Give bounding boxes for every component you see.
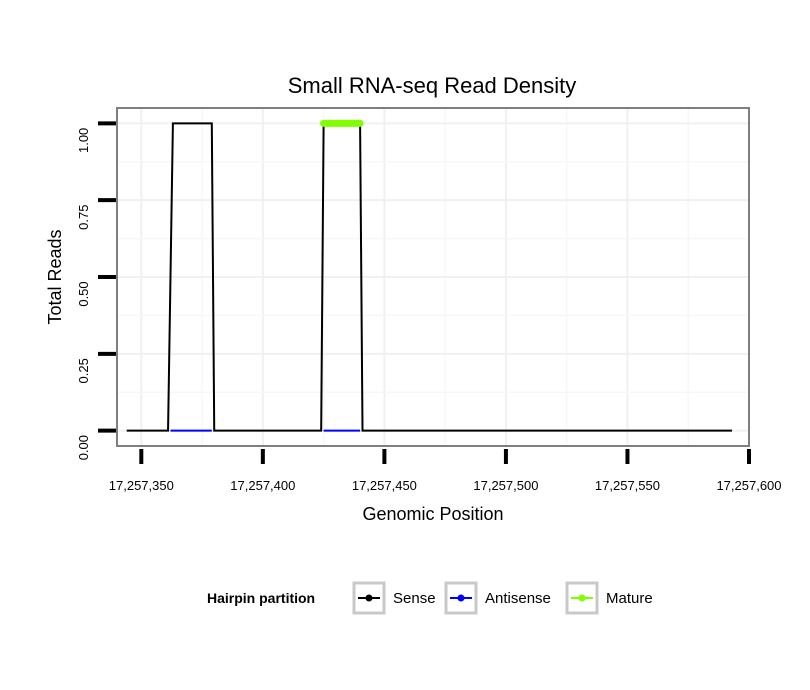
x-tick-label: 17,257,600	[716, 478, 781, 493]
legend: Hairpin partition Sense Antisense Mature	[207, 581, 653, 615]
y-axis: 0.00 0.25 0.50 0.75 1.00	[76, 121, 116, 460]
y-tick-label: 0.25	[76, 358, 91, 383]
legend-entry-sense: Sense	[352, 581, 436, 615]
series-lines	[126, 119, 732, 432]
legend-key-point	[578, 594, 586, 602]
x-axis-title: Genomic Position	[362, 504, 503, 524]
legend-entry-mature: Mature	[565, 581, 653, 615]
legend-title: Hairpin partition	[207, 590, 315, 606]
x-axis: 17,257,350 17,257,400 17,257,450 17,257,500…	[109, 449, 782, 493]
panel-border	[116, 107, 750, 447]
legend-entry-antisense: Antisense	[444, 581, 551, 615]
legend-key-point	[365, 594, 373, 602]
series-line-sense	[126, 122, 732, 432]
x-tick-label: 17,257,450	[352, 478, 417, 493]
y-tick-label: 0.50	[76, 281, 91, 306]
x-tick-label: 17,257,350	[109, 478, 174, 493]
y-axis-title: Total Reads	[45, 229, 65, 324]
y-tick-label: 0.75	[76, 205, 91, 230]
x-tick-label: 17,257,400	[230, 478, 295, 493]
y-tick-label: 1.00	[76, 128, 91, 153]
legend-label: Antisense	[485, 590, 551, 607]
legend-label: Mature	[606, 590, 653, 607]
x-tick-label: 17,257,550	[595, 478, 660, 493]
x-tick-label: 17,257,500	[473, 478, 538, 493]
legend-key-point	[457, 594, 465, 602]
legend-label: Sense	[393, 590, 436, 607]
y-tick-label: 0.00	[76, 435, 91, 460]
chart-title: Small RNA-seq Read Density	[288, 73, 577, 98]
